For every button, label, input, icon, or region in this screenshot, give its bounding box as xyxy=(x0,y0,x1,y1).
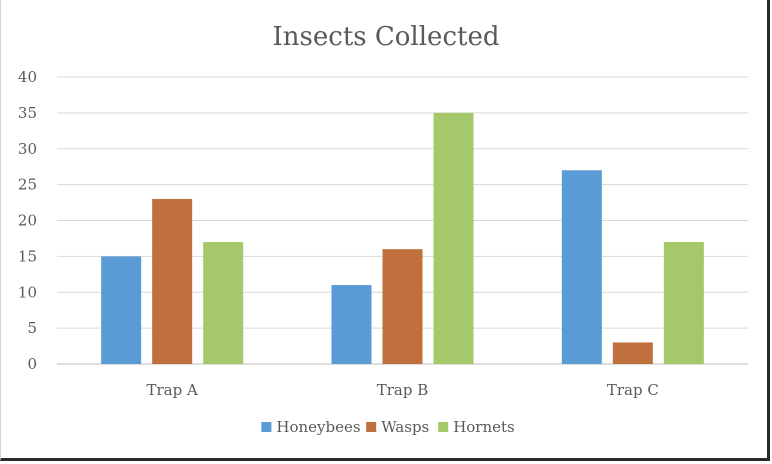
y-tick-label: 5 xyxy=(27,319,37,337)
bars xyxy=(101,112,704,364)
y-tick-label: 15 xyxy=(18,247,37,265)
bar-wasps-trap-b xyxy=(382,249,423,364)
legend-swatch-honeybees xyxy=(261,422,272,432)
legend-label-hornets: Hornets xyxy=(453,418,515,436)
bar-honeybees-trap-b xyxy=(331,285,372,364)
legend-swatch-wasps xyxy=(366,422,377,432)
y-axis-ticks: 0 5 10 15 20 25 30 35 40 xyxy=(18,68,37,373)
x-axis-categories: Trap A Trap B Trap C xyxy=(147,381,659,399)
x-category-label: Trap B xyxy=(377,381,429,399)
y-tick-label: 25 xyxy=(18,176,37,194)
y-tick-label: 20 xyxy=(18,212,37,230)
bar-hornets-trap-b xyxy=(433,112,474,364)
x-category-label: Trap C xyxy=(607,381,659,399)
y-tick-label: 40 xyxy=(18,68,37,86)
legend: Honeybees Wasps Hornets xyxy=(261,418,515,436)
x-category-label: Trap A xyxy=(147,381,198,399)
bar-wasps-trap-c xyxy=(612,342,653,364)
y-tick-label: 30 xyxy=(18,140,37,158)
chart-title: Insects Collected xyxy=(273,22,500,52)
bar-hornets-trap-a xyxy=(203,242,244,364)
bar-honeybees-trap-a xyxy=(101,256,142,364)
legend-label-honeybees: Honeybees xyxy=(276,418,360,436)
y-tick-label: 0 xyxy=(27,355,37,373)
legend-label-wasps: Wasps xyxy=(381,418,429,436)
bar-hornets-trap-c xyxy=(663,242,704,364)
y-tick-label: 35 xyxy=(18,104,37,122)
y-tick-label: 10 xyxy=(18,283,37,301)
bar-wasps-trap-a xyxy=(152,198,193,364)
legend-swatch-hornets xyxy=(438,422,449,432)
bar-honeybees-trap-c xyxy=(561,170,602,364)
